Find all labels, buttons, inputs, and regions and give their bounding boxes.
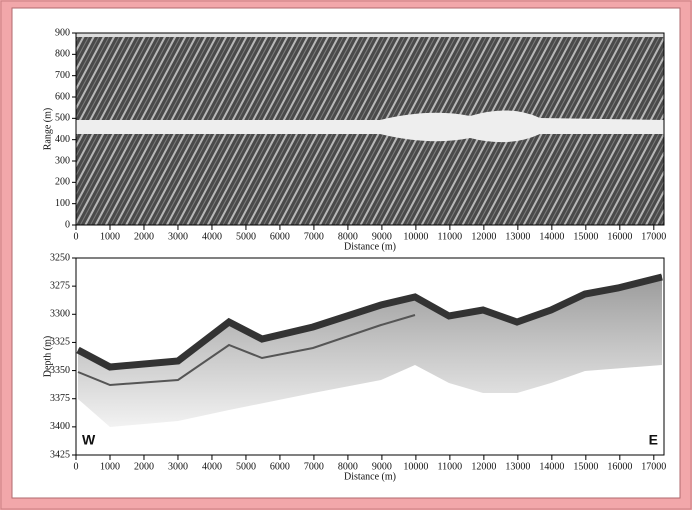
y-tick-label: 3375 bbox=[50, 393, 70, 404]
x-tick-label: 6000 bbox=[270, 231, 290, 242]
x-tick-label: 10000 bbox=[403, 231, 428, 242]
x-tick-label: 6000 bbox=[270, 461, 290, 472]
x-tick-label: 12000 bbox=[471, 231, 496, 242]
x-tick-label: 10000 bbox=[403, 461, 428, 472]
x-tick-label: 16000 bbox=[607, 231, 632, 242]
x-tick-label: 11000 bbox=[438, 461, 463, 472]
y-tick-label: 300 bbox=[55, 155, 70, 166]
y-tick-label: 3300 bbox=[50, 309, 70, 320]
y-tick-label: 400 bbox=[55, 134, 70, 145]
x-tick-label: 7000 bbox=[304, 461, 324, 472]
y-tick-label: 700 bbox=[55, 70, 70, 81]
x-tick-label: 15000 bbox=[573, 231, 598, 242]
x-tick-label: 4000 bbox=[202, 231, 222, 242]
y-tick-label: 600 bbox=[55, 91, 70, 102]
y-tick-label: 900 bbox=[55, 27, 70, 38]
y-axis-label: Range (m) bbox=[42, 108, 53, 151]
x-tick-label: 13000 bbox=[505, 231, 530, 242]
x-tick-label: 14000 bbox=[539, 231, 564, 242]
x-tick-label: 5000 bbox=[236, 461, 256, 472]
y-tick-label: 3250 bbox=[50, 252, 70, 263]
x-tick-label: 7000 bbox=[304, 231, 324, 242]
x-tick-label: 4000 bbox=[202, 461, 222, 472]
x-tick-label: 2000 bbox=[134, 461, 154, 472]
x-tick-label: 11000 bbox=[438, 231, 463, 242]
x-tick-label: 0 bbox=[74, 231, 79, 242]
x-tick-label: 13000 bbox=[505, 461, 530, 472]
y-axis-label: Depth (m) bbox=[42, 336, 53, 377]
y-tick-label: 3275 bbox=[50, 280, 70, 291]
y-tick-label: 200 bbox=[55, 177, 70, 188]
sonar-edge bbox=[76, 33, 664, 37]
x-tick-label: 1000 bbox=[100, 461, 120, 472]
x-tick-label: 5000 bbox=[236, 231, 256, 242]
y-tick-label: 3400 bbox=[50, 421, 70, 432]
x-tick-label: 17000 bbox=[641, 461, 666, 472]
y-tick-label: 800 bbox=[55, 49, 70, 60]
y-tick-label: 100 bbox=[55, 198, 70, 209]
x-axis-label: Distance (m) bbox=[344, 471, 396, 482]
x-tick-label: 2000 bbox=[134, 231, 154, 242]
x-tick-label: 3000 bbox=[168, 231, 188, 242]
annotation: W bbox=[82, 432, 96, 448]
annotation: E bbox=[649, 432, 658, 448]
y-tick-label: 0 bbox=[65, 219, 70, 230]
x-tick-label: 3000 bbox=[168, 461, 188, 472]
y-tick-label: 500 bbox=[55, 113, 70, 124]
x-axis-label: Distance (m) bbox=[344, 241, 396, 252]
figure: 0 100 200 300 400 500 600 700 800 900 0 1000 2000 300… bbox=[0, 0, 692, 510]
x-tick-label: 15000 bbox=[573, 461, 598, 472]
y-tick-label: 3425 bbox=[50, 449, 70, 460]
x-tick-label: 12000 bbox=[471, 461, 496, 472]
x-tick-label: 1000 bbox=[100, 231, 120, 242]
page: {"chart_data": [ {"type": "image", "xlab… bbox=[0, 0, 692, 510]
x-tick-label: 16000 bbox=[607, 461, 632, 472]
x-tick-label: 14000 bbox=[539, 461, 564, 472]
x-tick-label: 0 bbox=[74, 461, 79, 472]
x-tick-label: 17000 bbox=[641, 231, 666, 242]
